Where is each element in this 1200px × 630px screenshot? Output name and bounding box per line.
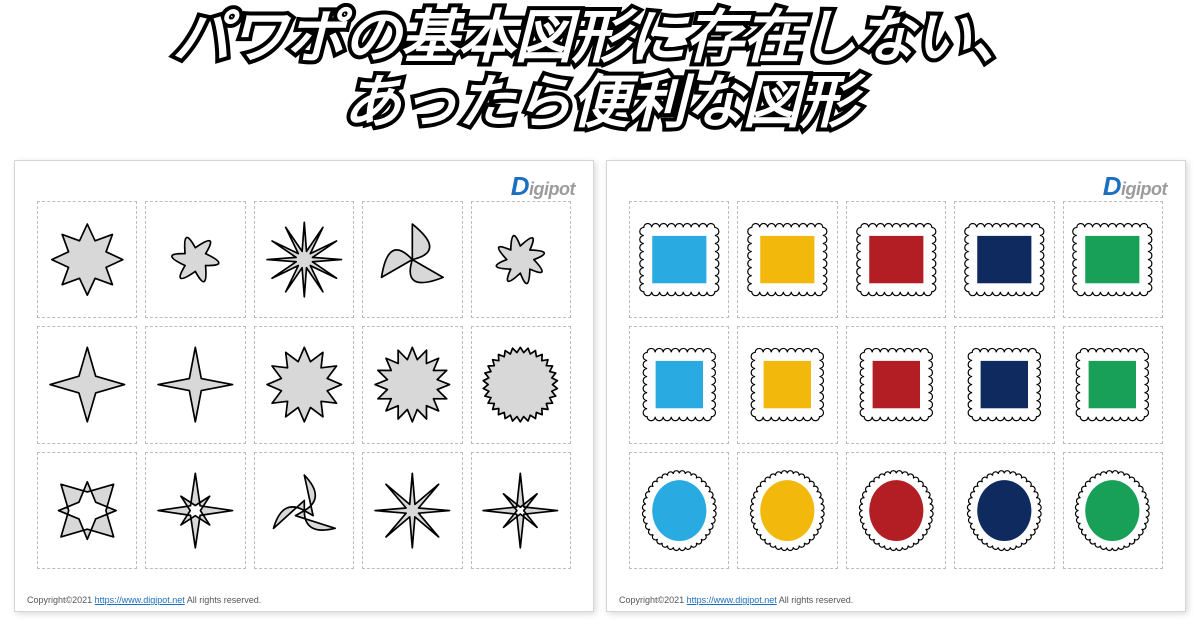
stamp-cell <box>954 326 1054 443</box>
stamp-cell <box>629 201 729 318</box>
shape-cell-pinwheel3 <box>362 201 462 318</box>
shape-cell-saw6 <box>145 201 245 318</box>
shape-cell-concave4b <box>145 326 245 443</box>
stamp-cell <box>737 452 837 569</box>
shape-cell-sun12 <box>254 326 354 443</box>
shape-cell-concave4 <box>37 326 137 443</box>
logo-d: D <box>1103 171 1121 201</box>
copyright-link[interactable]: https://www.digipot.net <box>687 595 777 605</box>
copyright: Copyright©2021 https://www.digipot.net A… <box>619 595 853 605</box>
stamp-cell <box>737 326 837 443</box>
page-title: パワポの基本図形に存在しない、 あったら便利な図形 <box>0 6 1200 136</box>
shape-cell-concave-cross <box>145 452 245 569</box>
shape-cell-shuriken3 <box>254 452 354 569</box>
panels-row: Digipot Copyright©2021 https://www.digip… <box>14 160 1186 612</box>
shape-cell-saw8 <box>471 201 571 318</box>
logo: Digipot <box>1103 171 1167 202</box>
stamp-cell <box>1063 201 1163 318</box>
stamp-cell <box>629 452 729 569</box>
shape-cell-thin-star12 <box>254 201 354 318</box>
left-grid <box>37 201 571 569</box>
shape-cell-thin-star8 <box>362 452 462 569</box>
copyright-link[interactable]: https://www.digipot.net <box>95 595 185 605</box>
right-panel: Digipot Copyright©2021 https://www.digip… <box>606 160 1186 612</box>
logo: Digipot <box>511 171 575 202</box>
stamp-cell <box>846 452 946 569</box>
stamp-cell <box>846 326 946 443</box>
stamp-cell <box>629 326 729 443</box>
shape-cell-thin-cross4 <box>471 452 571 569</box>
stamp-cell <box>1063 326 1163 443</box>
copyright-prefix: Copyright©2021 <box>27 595 95 605</box>
stamp-cell <box>737 201 837 318</box>
logo-d: D <box>511 171 529 201</box>
shape-cell-star8 <box>37 201 137 318</box>
left-panel: Digipot Copyright©2021 https://www.digip… <box>14 160 594 612</box>
copyright-prefix: Copyright©2021 <box>619 595 687 605</box>
shape-cell-ninja4 <box>37 452 137 569</box>
stamp-cell <box>846 201 946 318</box>
copyright-suffix: All rights reserved. <box>185 595 262 605</box>
logo-rest: igipot <box>1121 179 1167 199</box>
stamp-cell <box>954 452 1054 569</box>
stamp-cell <box>954 201 1054 318</box>
stamp-cell <box>1063 452 1163 569</box>
right-grid <box>629 201 1163 569</box>
shape-cell-gear-circle <box>471 326 571 443</box>
copyright: Copyright©2021 https://www.digipot.net A… <box>27 595 261 605</box>
shape-cell-sun16 <box>362 326 462 443</box>
logo-rest: igipot <box>529 179 575 199</box>
copyright-suffix: All rights reserved. <box>777 595 854 605</box>
